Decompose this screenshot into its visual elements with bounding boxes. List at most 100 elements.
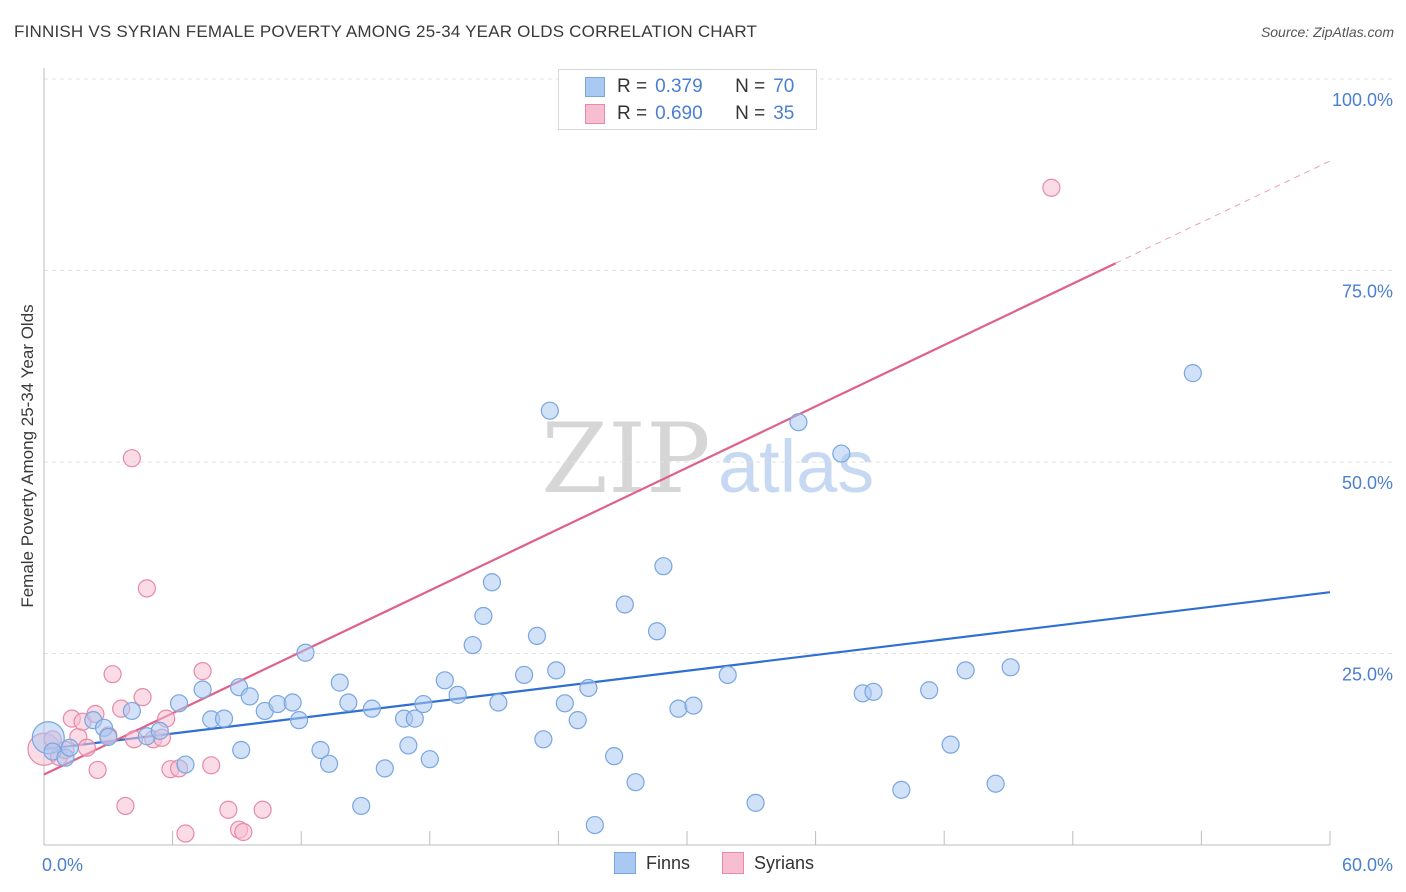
point-syrians	[122, 449, 141, 468]
point-finns	[540, 401, 559, 420]
point-finns	[605, 747, 624, 766]
point-finns	[684, 696, 703, 715]
legend-swatch-syrians	[585, 104, 605, 124]
legend-row-finns: R = 0.379 N = 70	[585, 76, 794, 98]
point-finns	[232, 740, 251, 760]
point-finns	[268, 694, 287, 714]
point-finns	[296, 643, 315, 662]
x-tick-label: 60.0%	[1342, 855, 1393, 875]
point-finns	[362, 699, 382, 718]
point-finns	[193, 680, 212, 699]
tick-labels: 25.0% 50.0% 75.0% 100.0% 0.0% 60.0%	[42, 90, 1393, 875]
legend-label-syrians: Syrians	[754, 852, 815, 873]
n-label: N =	[735, 103, 766, 124]
point-finns	[169, 694, 189, 713]
stats-legend: R = 0.379 N = 70 R = 0.690 N = 35	[558, 69, 817, 130]
trendline-extension-syrians	[1115, 160, 1331, 264]
n-label: N =	[735, 76, 766, 97]
point-finns	[1183, 364, 1202, 383]
point-finns	[435, 671, 454, 690]
legend-row-syrians: R = 0.690 N = 35	[585, 103, 794, 125]
point-finns	[240, 687, 259, 706]
y-tick-label: 50.0%	[1342, 473, 1393, 493]
point-finns	[405, 709, 424, 728]
r-label: R =	[617, 103, 648, 124]
n-value: 35	[773, 103, 795, 124]
y-tick-label: 75.0%	[1342, 282, 1393, 302]
point-finns	[414, 694, 433, 714]
point-finns	[654, 557, 673, 576]
legend-swatch-finns	[585, 77, 605, 97]
r-value: 0.690	[655, 103, 703, 124]
point-finns	[283, 693, 302, 712]
point-syrians	[234, 822, 253, 842]
chart-title: FINNISH VS SYRIAN FEMALE POVERTY AMONG 2…	[14, 22, 758, 41]
axes	[43, 68, 1331, 846]
point-finns	[986, 774, 1005, 793]
point-finns	[579, 678, 598, 698]
point-syrians	[1042, 178, 1061, 197]
point-finns	[832, 444, 851, 463]
x-tick-label: 0.0%	[42, 855, 83, 875]
legend-item-finns[interactable]: Finns	[614, 852, 690, 874]
point-finns	[420, 750, 439, 769]
point-finns	[489, 693, 508, 712]
point-finns	[319, 754, 339, 773]
point-finns	[214, 709, 234, 728]
watermark-zip: ZIP	[541, 403, 710, 515]
point-finns	[626, 773, 645, 792]
legend-item-syrians[interactable]: Syrians	[722, 852, 814, 874]
point-finns	[474, 606, 493, 626]
point-finns	[615, 595, 634, 614]
point-finns	[527, 626, 547, 645]
point-finns	[718, 665, 737, 685]
point-finns	[515, 665, 534, 685]
point-finns	[941, 735, 960, 754]
point-finns	[176, 755, 195, 774]
point-finns	[864, 682, 883, 701]
point-syrians	[77, 738, 96, 757]
point-finns	[920, 681, 939, 700]
point-finns	[555, 694, 574, 713]
source-label: Source: ZipAtlas.com	[1260, 24, 1394, 40]
point-syrians	[176, 824, 195, 843]
point-finns	[669, 699, 688, 718]
n-value: 70	[773, 76, 795, 97]
y-tick-label: 100.0%	[1332, 90, 1393, 110]
point-finns	[330, 673, 349, 692]
trendline-finns	[43, 591, 1331, 751]
y-tick-label: 25.0%	[1342, 665, 1393, 685]
point-finns	[375, 759, 394, 778]
point-finns	[892, 780, 911, 799]
point-syrians	[133, 688, 152, 707]
point-finns	[448, 685, 467, 704]
r-value: 0.379	[655, 76, 703, 97]
point-finns	[647, 622, 667, 641]
point-finns	[150, 721, 169, 740]
point-finns	[99, 727, 118, 747]
r-label: R =	[617, 76, 648, 97]
point-syrians	[253, 800, 272, 819]
point-syrians	[88, 760, 107, 780]
point-finns	[789, 413, 808, 432]
point-finns	[547, 661, 566, 680]
data-points	[27, 178, 1202, 843]
point-syrians	[219, 800, 238, 819]
point-syrians	[116, 796, 135, 816]
point-finns	[746, 793, 765, 812]
watermark-atlas: atlas	[718, 425, 874, 508]
point-finns	[122, 701, 141, 721]
legend-label-finns: Finns	[646, 852, 691, 873]
point-finns	[289, 711, 309, 730]
point-finns	[568, 711, 587, 730]
legend-swatch-finns	[614, 852, 636, 874]
point-finns	[585, 815, 604, 835]
legend-swatch-syrians	[722, 852, 745, 874]
trendline-syrians	[43, 262, 1117, 776]
point-syrians	[137, 579, 156, 598]
point-finns	[311, 740, 330, 760]
point-syrians	[202, 756, 221, 775]
point-finns	[482, 573, 502, 592]
